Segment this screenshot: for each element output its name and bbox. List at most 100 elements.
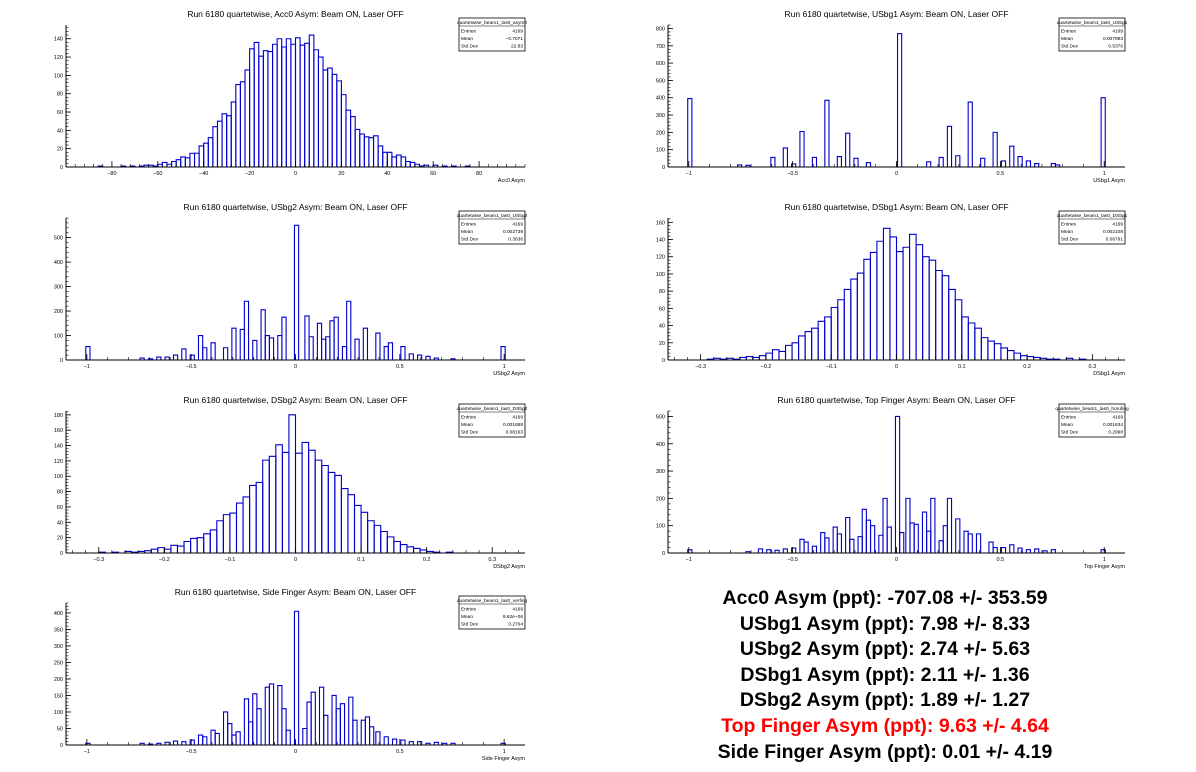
stats-box-name: quartetwise_beam1_las0_asym0 [457,20,527,26]
histogram-bin [778,350,787,360]
summary-line-dsbg2: DSbg2 Asym (ppt): 1.89 +/- 1.27 [739,689,1031,712]
histogram-bin [353,504,362,553]
histogram-bin [915,244,924,360]
histogram-bin [180,156,186,167]
y-tick-label: 100 [54,474,63,480]
histogram-bin [408,353,414,360]
stats-label-entries: Entries [461,29,477,35]
histogram-bin [354,128,361,167]
y-tick-label: 300 [54,285,63,291]
histogram-bin [85,742,91,745]
histogram-bin [226,115,232,167]
histogram-bin [203,142,209,167]
stats-box: quartetwise_beam1_las0_USbg2 Entries 4169 M… [457,210,528,245]
summary-line-usbg1: USbg1 Asym (ppt): 7.98 +/- 8.33 [739,612,1031,635]
histogram-bin [948,288,956,360]
histogram-panel-1: Run 6180 quartetwise, Acc0 Asym: Beam ON… [54,9,528,184]
stats-box: quartetwise_beam1_las0_DSbg1 Entries 4169 M… [1057,210,1128,245]
stats-label-entries: Entries [461,222,477,228]
histogram-title: Run 6180 quartetwise, DSbg1 Asym: Beam O… [785,202,1009,212]
y-tick-label: 500 [54,236,63,242]
histogram-bin [308,336,314,360]
histogram-panel-7: Run 6180 quartetwise, Side Finger Asym: … [54,587,528,762]
y-tick-label: 100 [54,73,63,79]
histogram-bin [373,524,382,553]
y-tick-label: 40 [57,128,63,134]
histogram-bin [425,355,431,360]
histogram-bin [798,335,806,360]
x-tick-label: −60 [153,171,162,177]
histogram-bin [1006,349,1015,360]
histogram-bin [197,334,204,360]
y-tick-label: 0 [662,551,665,557]
histogram-bin [229,512,238,553]
histogram-bin [334,474,342,553]
histogram-bin [963,530,969,553]
y-tick-label: 100 [54,710,63,716]
stats-box: quartetwise_beam1_las0_asym0 Entries 4169 M… [457,17,527,52]
histogram-bin [221,113,228,167]
histogram-bin [863,258,871,360]
summary-line-top-finger: Top Finger Asym (ppt): 9.63 +/- 4.64 [721,714,1049,737]
histogram-bin [302,727,308,745]
histogram-bin [216,120,223,167]
x-tick-label: 1 [1103,171,1106,177]
x-tick-label: 0.5 [396,749,404,755]
stats-box-name: quartetwise_beam1_las0_horufing [1055,406,1129,412]
histogram-bin [876,240,884,360]
stats-label-mean: Mean [1061,229,1073,235]
histogram-bin [360,719,366,745]
histogram-bin [239,328,245,360]
histogram-bin [327,471,336,553]
histogram-bin [294,37,301,167]
histogram-bin [412,547,421,553]
stats-box-frame [458,210,526,245]
histogram-bin [967,533,973,553]
stats-value-entries: 4169 [512,415,523,421]
histogram-bin [175,159,182,167]
histogram-bin [369,726,375,745]
histogram-bin [889,236,898,360]
histogram-bin [262,459,270,553]
histogram-bin [687,98,693,167]
asymmetry-summary: Acc0 Asym (ppt): -707.08 +/- 353.59 USbg… [700,586,1070,765]
y-tick-label: 80 [57,490,63,496]
histogram-bin [988,541,994,553]
histogram-bin [745,164,751,167]
x-tick-label: −0.5 [787,557,798,563]
histogram-bin [275,444,283,553]
histogram-bin [1054,164,1061,167]
histogram-bin [955,155,961,167]
histogram-bin [260,309,266,360]
histogram-bin [156,742,162,745]
y-tick-label: 180 [54,413,63,419]
histogram-bin [387,342,394,360]
histogram-bin [774,549,780,553]
stats-box: quartetwise_beam1_las0_verfing Entries 416… [457,595,528,630]
histogram-bin [331,694,337,745]
histogram-bin [417,741,423,745]
histogram-bin [770,156,776,167]
y-tick-label: 50 [57,726,63,732]
histogram-bin [272,43,278,167]
histogram-bin [377,145,384,167]
histogram-bin [231,734,237,745]
histogram-bin [433,741,439,745]
stats-box-frame [1058,210,1126,245]
histogram-panel-4: Run 6180 quartetwise, DSbg1 Asym: Beam O… [656,202,1128,377]
stats-label-std-dev: Std Dev [461,622,479,628]
histogram-bin [264,334,270,360]
histogram-bin [139,357,145,360]
histogram-bin [382,151,388,167]
histogram-bin [1050,549,1056,553]
y-tick-label: 0 [662,165,665,171]
histogram-bin [895,251,904,360]
stats-label-std-dev: Std Dev [461,430,479,436]
histogram-bin [765,352,774,360]
histogram-bin [992,131,998,167]
histogram-bin [849,538,855,553]
histogram-bin [264,686,270,745]
histogram-bin [450,742,456,745]
histogram-bin [333,316,339,360]
y-tick-label: 400 [54,611,63,617]
